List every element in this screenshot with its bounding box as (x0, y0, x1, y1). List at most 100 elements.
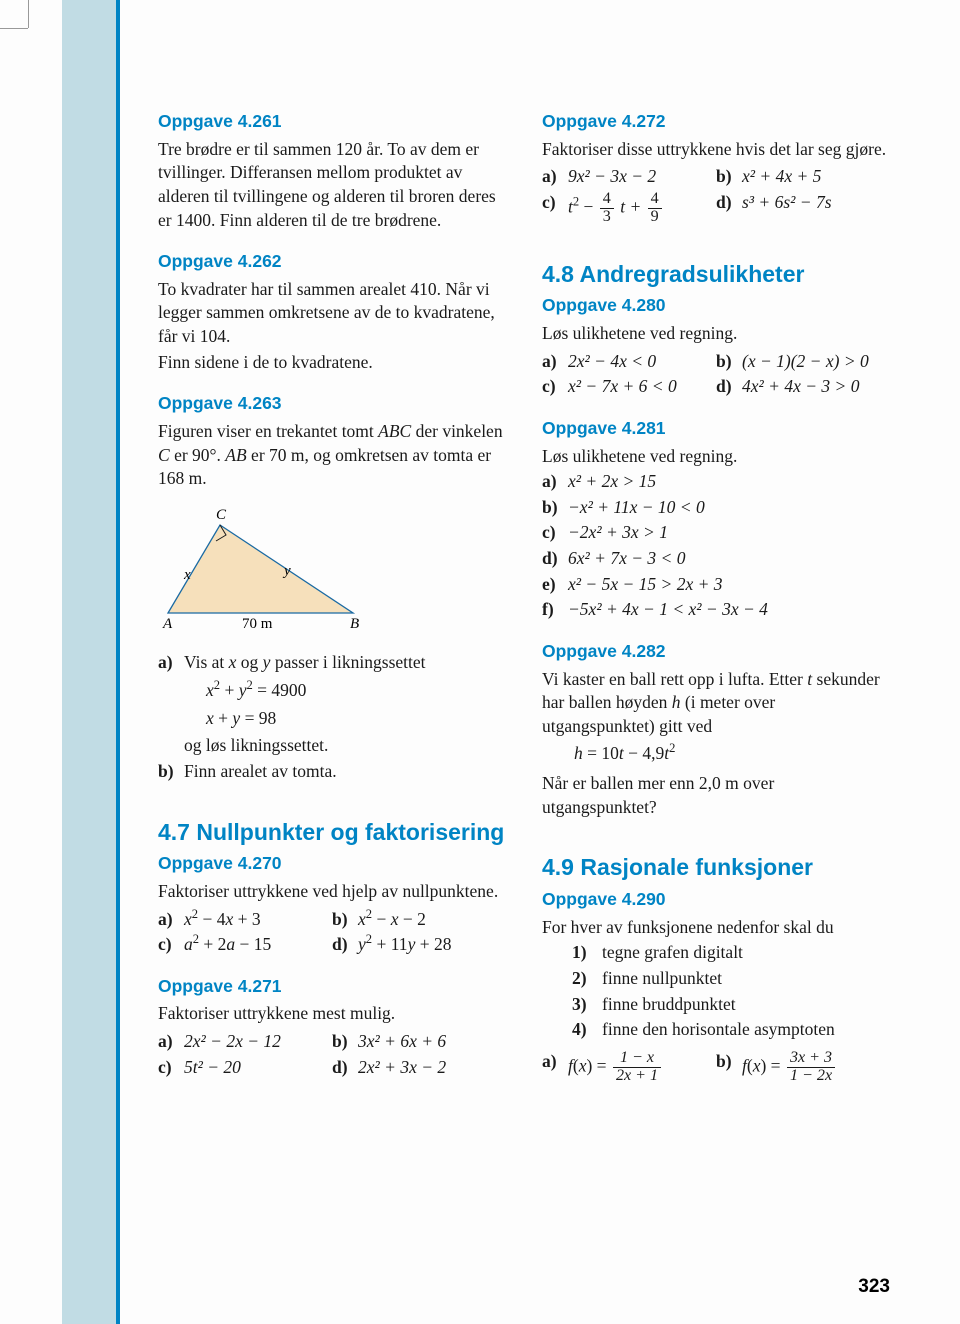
equation: x + y = 98 (206, 707, 506, 731)
part-label: a) (542, 1050, 562, 1085)
expr: 3x² + 6x + 6 (358, 1030, 446, 1054)
text: = 4900 (253, 680, 307, 700)
list-item: 2)finne nullpunktet (572, 967, 890, 991)
expr: f(x) = 1 − x2x + 1 (568, 1050, 663, 1085)
left-column: Oppgave 4.261 Tre brødre er til sammen 1… (158, 110, 506, 1294)
part-label: c) (542, 521, 562, 545)
expr: x² + 2x > 15 (568, 470, 656, 494)
expr: 4x² + 4x − 3 > 0 (742, 375, 859, 399)
crop-mark (0, 28, 28, 29)
exercise-text: Finn sidene i de to kvadratene. (158, 351, 506, 375)
part-label: b) (716, 350, 736, 374)
text: passer i likningssettet (270, 652, 425, 672)
var: x (206, 680, 214, 700)
var: AB (225, 445, 246, 465)
part-label: b) (542, 496, 562, 520)
side-x: x (183, 567, 191, 583)
expr: (x − 1)(2 − x) > 0 (742, 350, 869, 374)
exercise-text: Faktoriser uttrykkene mest mulig. (158, 1002, 506, 1026)
part-label: b) (716, 165, 736, 189)
exercise-title: Oppgave 4.262 (158, 250, 506, 274)
text: er 90°. (170, 445, 226, 465)
part-label: b) (716, 1050, 736, 1085)
exercise-title: Oppgave 4.263 (158, 392, 506, 416)
part-label: c) (158, 933, 178, 957)
page: Oppgave 4.261 Tre brødre er til sammen 1… (0, 0, 960, 1324)
expr: s³ + 6s² − 7s (742, 191, 832, 226)
exercise-text: Løs ulikhetene ved regning. (542, 322, 890, 346)
text: og løs likningssettet. (184, 734, 506, 758)
exercise-text: Når er ballen mer enn 2,0 m over utgangs… (542, 772, 890, 819)
expr: f(x) = 3x + 31 − 2x (742, 1050, 837, 1085)
expr: 2x² + 3x − 2 (358, 1056, 446, 1080)
section-title: 4.7 Nullpunkter og faktorisering (158, 818, 506, 847)
exercise-text: Løs ulikhetene ved regning. (542, 445, 890, 469)
part-label: b) (332, 908, 352, 932)
expr: 5t² − 20 (184, 1056, 241, 1080)
base-label: 70 m (242, 616, 273, 632)
exercise-title: Oppgave 4.290 (542, 888, 890, 912)
expr: a2 + 2a − 15 (184, 933, 271, 957)
exercise-text: For hver av funksjonene nedenfor skal du (542, 916, 890, 940)
expr: x² − 5x − 15 > 2x + 3 (568, 573, 723, 597)
exercise-title: Oppgave 4.281 (542, 417, 890, 441)
text: Vis at (184, 652, 229, 672)
part-b: b) Finn arealet av tomta. (158, 760, 506, 784)
section-title: 4.9 Rasjonale funksjoner (542, 853, 890, 882)
expr: 6x² + 7x − 3 < 0 (568, 547, 685, 571)
equation: x2 + y2 = 4900 (206, 679, 506, 703)
var: ABC (378, 421, 411, 441)
equation: h = 10t − 4,9t2 (574, 742, 890, 766)
expr: −2x² + 3x > 1 (568, 521, 668, 545)
part-label: b) (332, 1030, 352, 1054)
part-label: a) (542, 350, 562, 374)
part-label: a) (542, 470, 562, 494)
part-label: d) (716, 375, 736, 399)
exercise-text: Figuren viser en trekantet tomt ABC der … (158, 420, 506, 491)
part-label: d) (716, 191, 736, 226)
var: C (158, 445, 170, 465)
expr: t2 − 43 t + 49 (568, 191, 664, 226)
part-label: e) (542, 573, 562, 597)
expr: 2x² − 2x − 12 (184, 1030, 281, 1054)
right-column: Oppgave 4.272 Faktoriser disse uttrykken… (542, 110, 890, 1294)
part-label: d) (332, 933, 352, 957)
exercise-title: Oppgave 4.271 (158, 975, 506, 999)
left-margin (0, 0, 62, 1324)
part-label: a) (542, 165, 562, 189)
part-label: d) (542, 547, 562, 571)
expr: −5x² + 4x − 1 < x² − 3x − 4 (568, 598, 768, 622)
vertex-b: B (350, 616, 359, 632)
text: = 98 (240, 708, 276, 728)
text: og (236, 652, 262, 672)
exercise-title: Oppgave 4.261 (158, 110, 506, 134)
part-label: d) (332, 1056, 352, 1080)
side-y: y (282, 563, 291, 579)
expr: x² − 7x + 6 < 0 (568, 375, 677, 399)
part-a: a) Vis at x og y passer i likningssettet (158, 651, 506, 675)
parts: a) f(x) = 1 − x2x + 1 b) f(x) = 3x + 31 … (542, 1048, 890, 1085)
expr: −x² + 11x − 10 < 0 (568, 496, 705, 520)
part-label: c) (158, 1056, 178, 1080)
part-label: b) (158, 760, 178, 784)
exercise-title: Oppgave 4.282 (542, 640, 890, 664)
parts: a)2x² − 4x < 0 b)(x − 1)(2 − x) > 0 c)x²… (542, 348, 890, 399)
part-label: f) (542, 598, 562, 622)
list-item: 3)finne bruddpunktet (572, 993, 890, 1017)
vertex-a: A (162, 616, 173, 632)
blue-band (62, 0, 120, 1324)
expr: 9x² − 3x − 2 (568, 165, 656, 189)
exercise-text: To kvadrater har til sammen arealet 410.… (158, 278, 506, 349)
exercise-title: Oppgave 4.272 (542, 110, 890, 134)
expr: 2x² − 4x < 0 (568, 350, 656, 374)
part-label: c) (542, 375, 562, 399)
expr: x2 − 4x + 3 (184, 908, 261, 932)
expr: y2 + 11y + 28 (358, 933, 451, 957)
parts: a)9x² − 3x − 2 b)x² + 4x + 5 c)t2 − 43 t… (542, 163, 890, 225)
part-label: a) (158, 651, 178, 675)
page-number: 323 (858, 1276, 890, 1298)
part-label: c) (542, 191, 562, 226)
part-label: a) (158, 908, 178, 932)
list-item: 4)finne den horisontale asymptoten (572, 1018, 890, 1042)
part-label: a) (158, 1030, 178, 1054)
